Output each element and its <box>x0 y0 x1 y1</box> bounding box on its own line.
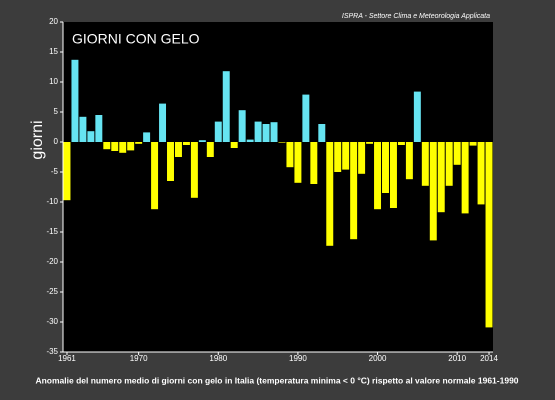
x-tick-label: 1980 <box>209 354 227 363</box>
source: ISPRA - Settore Clima e Meteorologia App… <box>342 13 490 20</box>
bar <box>246 139 254 142</box>
bar <box>318 124 326 142</box>
y-tick-label: 10 <box>49 77 58 86</box>
y-tick-label: 15 <box>49 47 58 56</box>
y-tick-label: -35 <box>46 347 58 356</box>
bar <box>461 142 469 214</box>
bar <box>159 103 167 142</box>
plot-area <box>63 22 493 352</box>
bar <box>382 142 389 193</box>
x-tick-label: 1990 <box>289 354 307 363</box>
bar <box>342 142 350 170</box>
x-tick-label: 2010 <box>448 354 466 363</box>
bar <box>87 131 95 142</box>
bar <box>437 142 445 213</box>
bar <box>429 142 437 241</box>
bar <box>397 142 405 145</box>
bar <box>326 142 334 246</box>
bar <box>79 116 87 142</box>
chart-title: GIORNI CON GELO <box>72 31 200 47</box>
y-axis-label: giorni <box>29 120 46 159</box>
y-tick-label: 5 <box>54 107 59 116</box>
bar <box>190 142 198 198</box>
bar <box>254 121 262 142</box>
caption: Anomalie del numero medio di giorni con … <box>35 375 518 385</box>
bar <box>389 142 397 208</box>
y-tick-label: -15 <box>46 227 58 236</box>
bar <box>453 142 461 165</box>
bar <box>135 142 143 144</box>
bar <box>63 142 71 201</box>
bar <box>310 142 318 184</box>
bar <box>469 142 477 146</box>
bar <box>294 142 302 183</box>
bar <box>278 142 286 143</box>
bar <box>485 142 493 328</box>
bar <box>262 124 270 142</box>
bar <box>302 94 310 142</box>
bar <box>286 142 294 168</box>
y-tick-label: -5 <box>51 167 59 176</box>
bar <box>127 142 135 151</box>
bar <box>206 142 214 157</box>
bar <box>358 142 366 174</box>
bar <box>95 115 103 142</box>
bar <box>445 142 453 186</box>
y-tick-label: -10 <box>46 197 58 206</box>
bar <box>71 59 79 142</box>
y-tick-label: -20 <box>46 257 58 266</box>
y-tick-label: -30 <box>46 317 58 326</box>
bar <box>238 110 246 142</box>
bar <box>477 142 485 205</box>
x-tick-label: 1961 <box>58 354 76 363</box>
bar <box>366 142 374 144</box>
bar <box>174 142 182 157</box>
bar <box>421 142 429 186</box>
y-tick-label: -25 <box>46 287 58 296</box>
bar <box>143 132 151 142</box>
bar <box>111 142 119 151</box>
bar <box>350 142 358 240</box>
bar <box>214 121 222 142</box>
bar <box>167 142 174 181</box>
bar <box>270 122 278 142</box>
bar <box>119 142 127 153</box>
bar <box>334 142 342 172</box>
x-tick-label: 2000 <box>369 354 387 363</box>
bar <box>103 142 111 150</box>
x-tick-label: 2014 <box>480 354 498 363</box>
y-tick-label: 0 <box>54 137 59 146</box>
x-tick-label: 1970 <box>130 354 148 363</box>
bar <box>151 142 159 210</box>
y-tick-label: 20 <box>49 17 58 26</box>
bar <box>198 140 206 142</box>
bar <box>405 142 413 180</box>
bar <box>222 71 230 142</box>
bar <box>230 142 238 148</box>
bar <box>413 91 421 142</box>
bar <box>182 142 190 145</box>
bar <box>374 142 382 210</box>
